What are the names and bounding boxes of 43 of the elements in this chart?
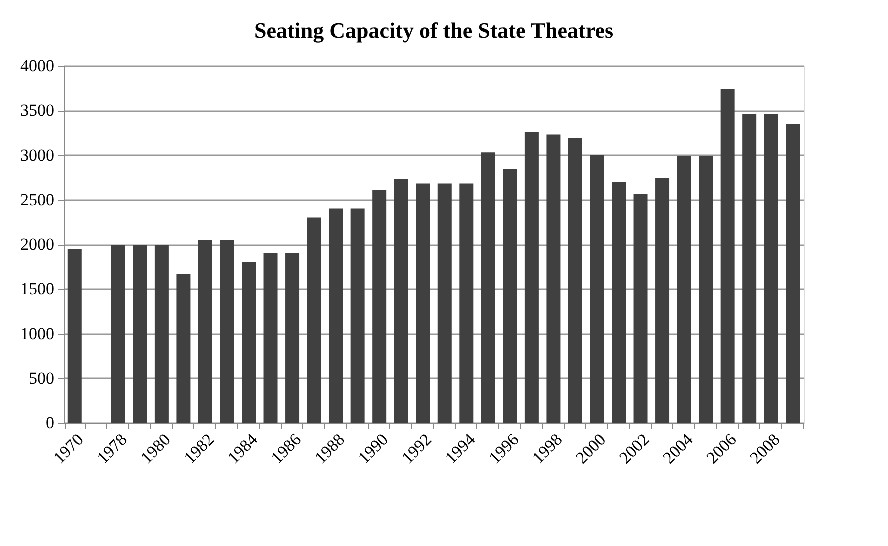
bar	[111, 245, 126, 423]
bar	[350, 208, 365, 423]
bar	[154, 245, 169, 423]
bar	[372, 190, 387, 423]
bar	[720, 89, 735, 423]
bar	[590, 155, 604, 423]
bar	[394, 179, 408, 423]
y-tick-label: 3000	[20, 146, 54, 165]
y-tick-label: 0	[46, 414, 54, 432]
bar	[481, 152, 496, 423]
bar	[264, 253, 278, 423]
bar	[68, 248, 82, 423]
bar	[438, 184, 452, 423]
bar	[242, 262, 256, 423]
bar	[656, 178, 670, 423]
y-tick-label: 1000	[20, 324, 54, 344]
bar	[286, 253, 300, 423]
bar	[503, 170, 518, 423]
bar	[634, 194, 648, 423]
y-tick-label: 500	[29, 368, 54, 388]
bar	[133, 245, 148, 423]
bar	[612, 182, 626, 423]
bar	[764, 114, 778, 423]
bar	[329, 208, 344, 423]
bar	[699, 156, 714, 423]
y-tick-label: 2000	[20, 235, 54, 254]
bar	[307, 218, 322, 423]
y-tick-label: 4000	[20, 56, 54, 76]
bar	[568, 138, 582, 423]
bar	[416, 184, 430, 423]
bar	[524, 132, 539, 423]
y-tick-label: 3500	[20, 101, 54, 120]
bar	[460, 184, 474, 423]
bar	[176, 274, 191, 423]
y-tick-label: 2500	[20, 190, 54, 210]
y-tick-label: 1500	[20, 280, 54, 299]
bar	[786, 124, 800, 423]
bar	[677, 156, 692, 423]
bar	[546, 134, 561, 423]
bar	[198, 240, 212, 423]
chart-title: Seating Capacity of the State Theatres	[254, 18, 614, 43]
bar	[220, 240, 234, 423]
bar	[742, 114, 757, 423]
